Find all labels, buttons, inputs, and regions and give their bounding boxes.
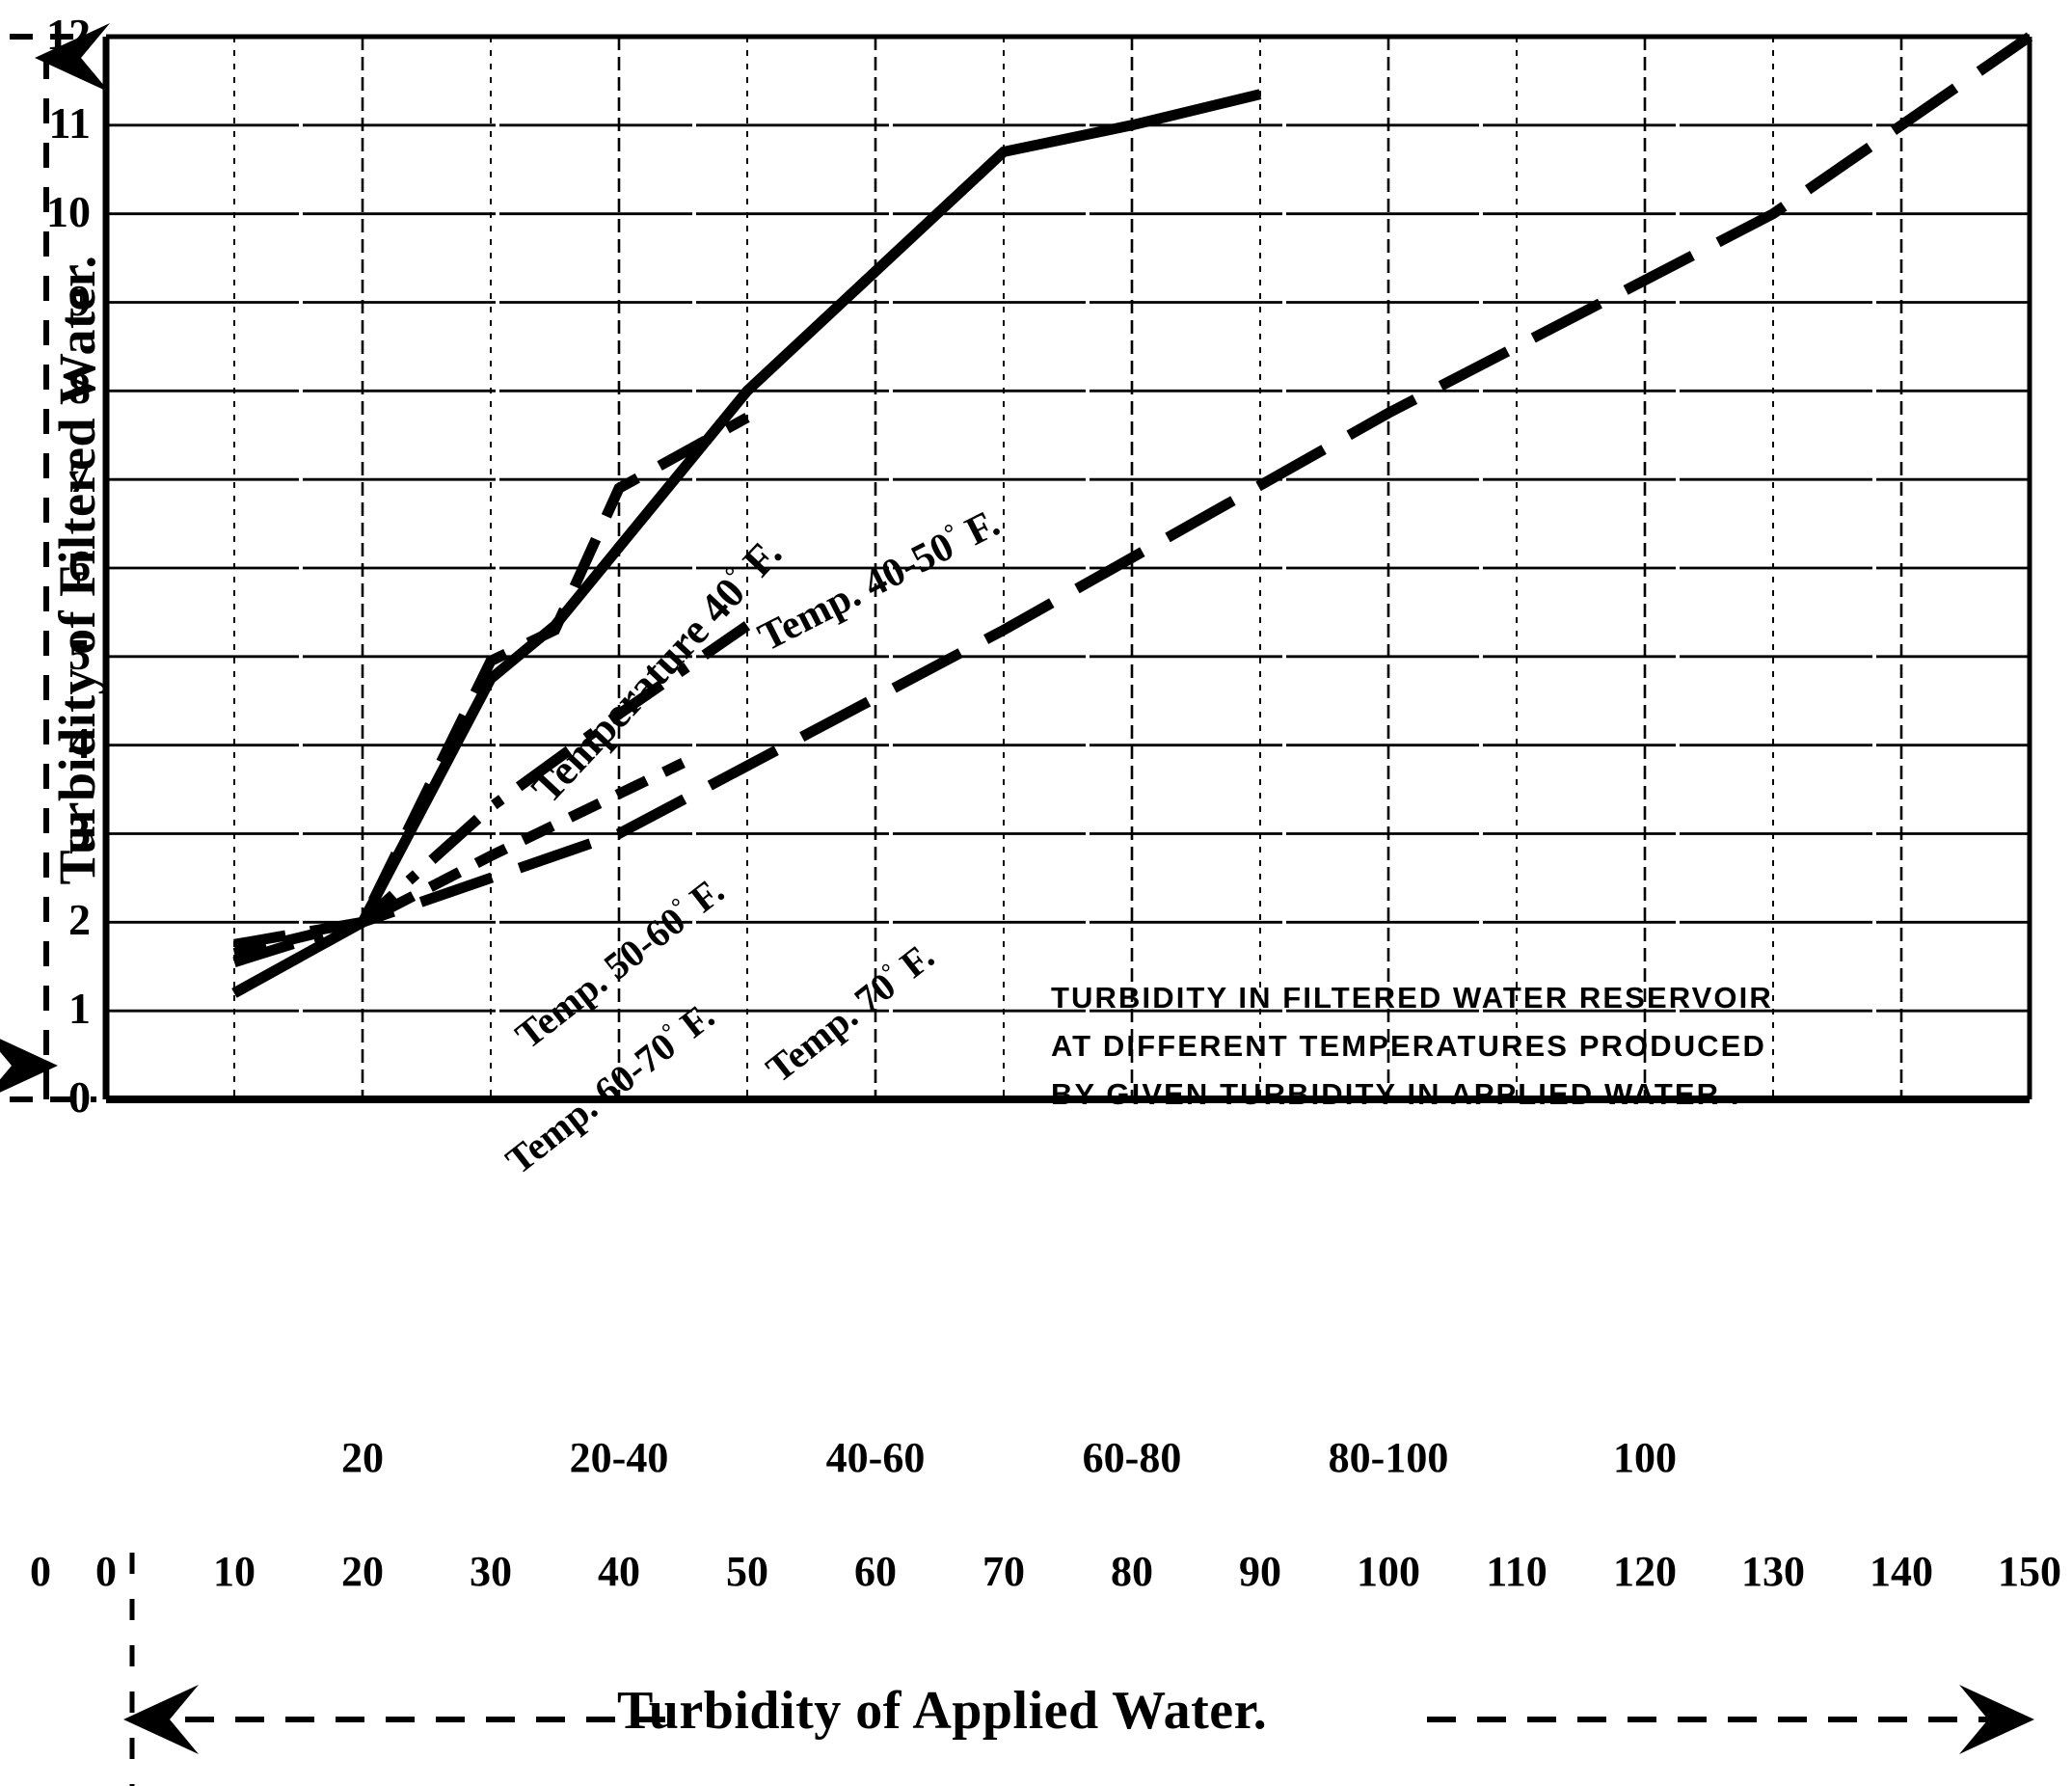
y-tick-label: 5 xyxy=(68,629,91,679)
y-tick-label: 12 xyxy=(46,10,91,59)
y-tick-label: 3 xyxy=(68,806,91,856)
caption-line-3: BY GIVEN TURBIDITY IN APPLIED WATER . xyxy=(1051,1077,1741,1112)
plot-frame xyxy=(102,34,2032,1103)
x-tick-label: 0 xyxy=(95,1548,117,1595)
x-tick-label: 130 xyxy=(1741,1548,1805,1595)
x-tick-label: 70 xyxy=(982,1548,1025,1595)
x-band-label: 40-60 xyxy=(825,1434,926,1481)
y-tick-label: 7 xyxy=(68,452,91,502)
chart-caption: TURBIDITY IN FILTERED WATER RESERVOIR AT… xyxy=(1051,974,1880,1120)
caption-line-1: TURBIDITY IN FILTERED WATER RESERVOIR xyxy=(1051,981,1773,1015)
x-tick-label: 20 xyxy=(341,1548,384,1595)
x-tick-label: 40 xyxy=(598,1548,640,1595)
y-tick-label: 0 xyxy=(68,1072,91,1122)
x-tick-label: 110 xyxy=(1486,1548,1547,1595)
x-band-label: 20-40 xyxy=(569,1434,669,1481)
caption-line-2: AT DIFFERENT TEMPERATURES PRODUCED xyxy=(1051,1029,1766,1064)
horizontal-gridlines xyxy=(106,123,2030,1013)
y-tick-label: 2 xyxy=(68,895,91,945)
x-tick-label: 100 xyxy=(1357,1548,1420,1595)
x-band-label: 100 xyxy=(1613,1434,1677,1481)
x-tick-label: 10 xyxy=(213,1548,256,1595)
y-axis-title: Turbidity of Filtered Water. xyxy=(48,255,106,885)
x-tick-label: 150 xyxy=(1998,1548,2061,1595)
x-tick-label: 30 xyxy=(470,1548,512,1595)
series-path-3 xyxy=(232,758,686,959)
x-tick-label: 140 xyxy=(1870,1548,1933,1595)
x-band-label: 20 xyxy=(341,1434,384,1481)
x-band-label: 80-100 xyxy=(1328,1434,1449,1481)
y-tick-label: 8 xyxy=(68,364,91,414)
x-tick-label: 60 xyxy=(854,1548,897,1595)
y-tick-label: 6 xyxy=(68,541,91,590)
x-axis-zero-label: 0 xyxy=(30,1548,51,1595)
series-path-4 xyxy=(231,32,2033,998)
y-tick-label: 10 xyxy=(46,186,91,236)
x-tick-label: 80 xyxy=(1111,1548,1153,1595)
x-axis-leader xyxy=(123,1553,2034,1786)
y-axis-zero-leader-label: 0 xyxy=(68,1072,91,1122)
y-tick-label: 11 xyxy=(48,97,91,148)
y-tick-label: 9 xyxy=(68,275,91,325)
series-path-2 xyxy=(232,621,751,967)
y-tick-label: 4 xyxy=(68,717,91,768)
x-tick-label: 50 xyxy=(726,1548,768,1595)
x-tick-label: 90 xyxy=(1239,1548,1281,1595)
x-tick-label: 120 xyxy=(1613,1548,1677,1595)
x-band-label: 60-80 xyxy=(1082,1434,1182,1481)
x-axis-title: Turbidity of Applied Water. xyxy=(617,1681,1268,1741)
y-tick-label: 1 xyxy=(68,984,91,1034)
data-curves xyxy=(231,32,2033,998)
y-axis-leader-ticks xyxy=(0,34,96,1102)
